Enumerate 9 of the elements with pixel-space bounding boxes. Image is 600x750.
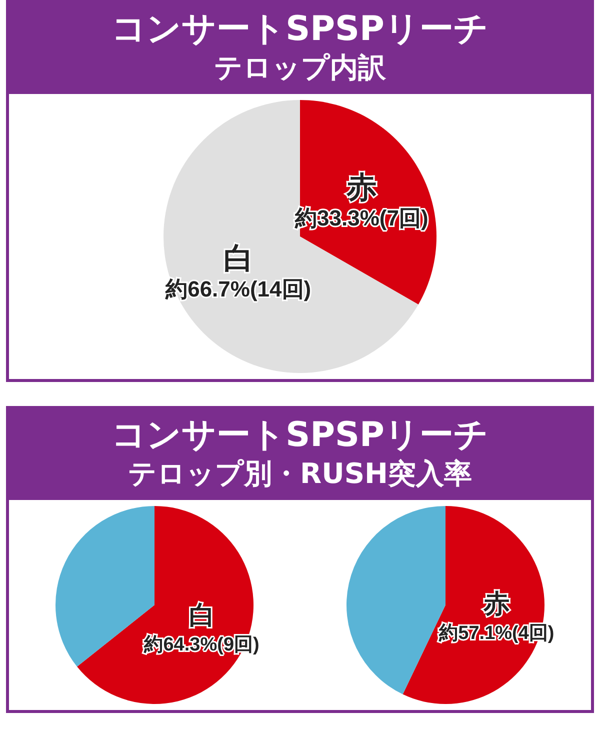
chart-subtitle: テロップ別・RUSH突入率 bbox=[127, 456, 473, 492]
slice-label: 白 bbox=[188, 600, 215, 630]
data-label: 約66.7%(14回) bbox=[164, 276, 312, 302]
slice-label: 白 bbox=[223, 242, 254, 276]
chart-title: コンサートSPSPリーチ bbox=[112, 9, 488, 49]
slice-label: 赤 bbox=[482, 588, 510, 619]
slice-label: 赤 bbox=[346, 171, 377, 204]
chart-subtitle: テロップ内訳 bbox=[213, 50, 387, 86]
chart-title: コンサートSPSPリーチ bbox=[112, 415, 488, 455]
